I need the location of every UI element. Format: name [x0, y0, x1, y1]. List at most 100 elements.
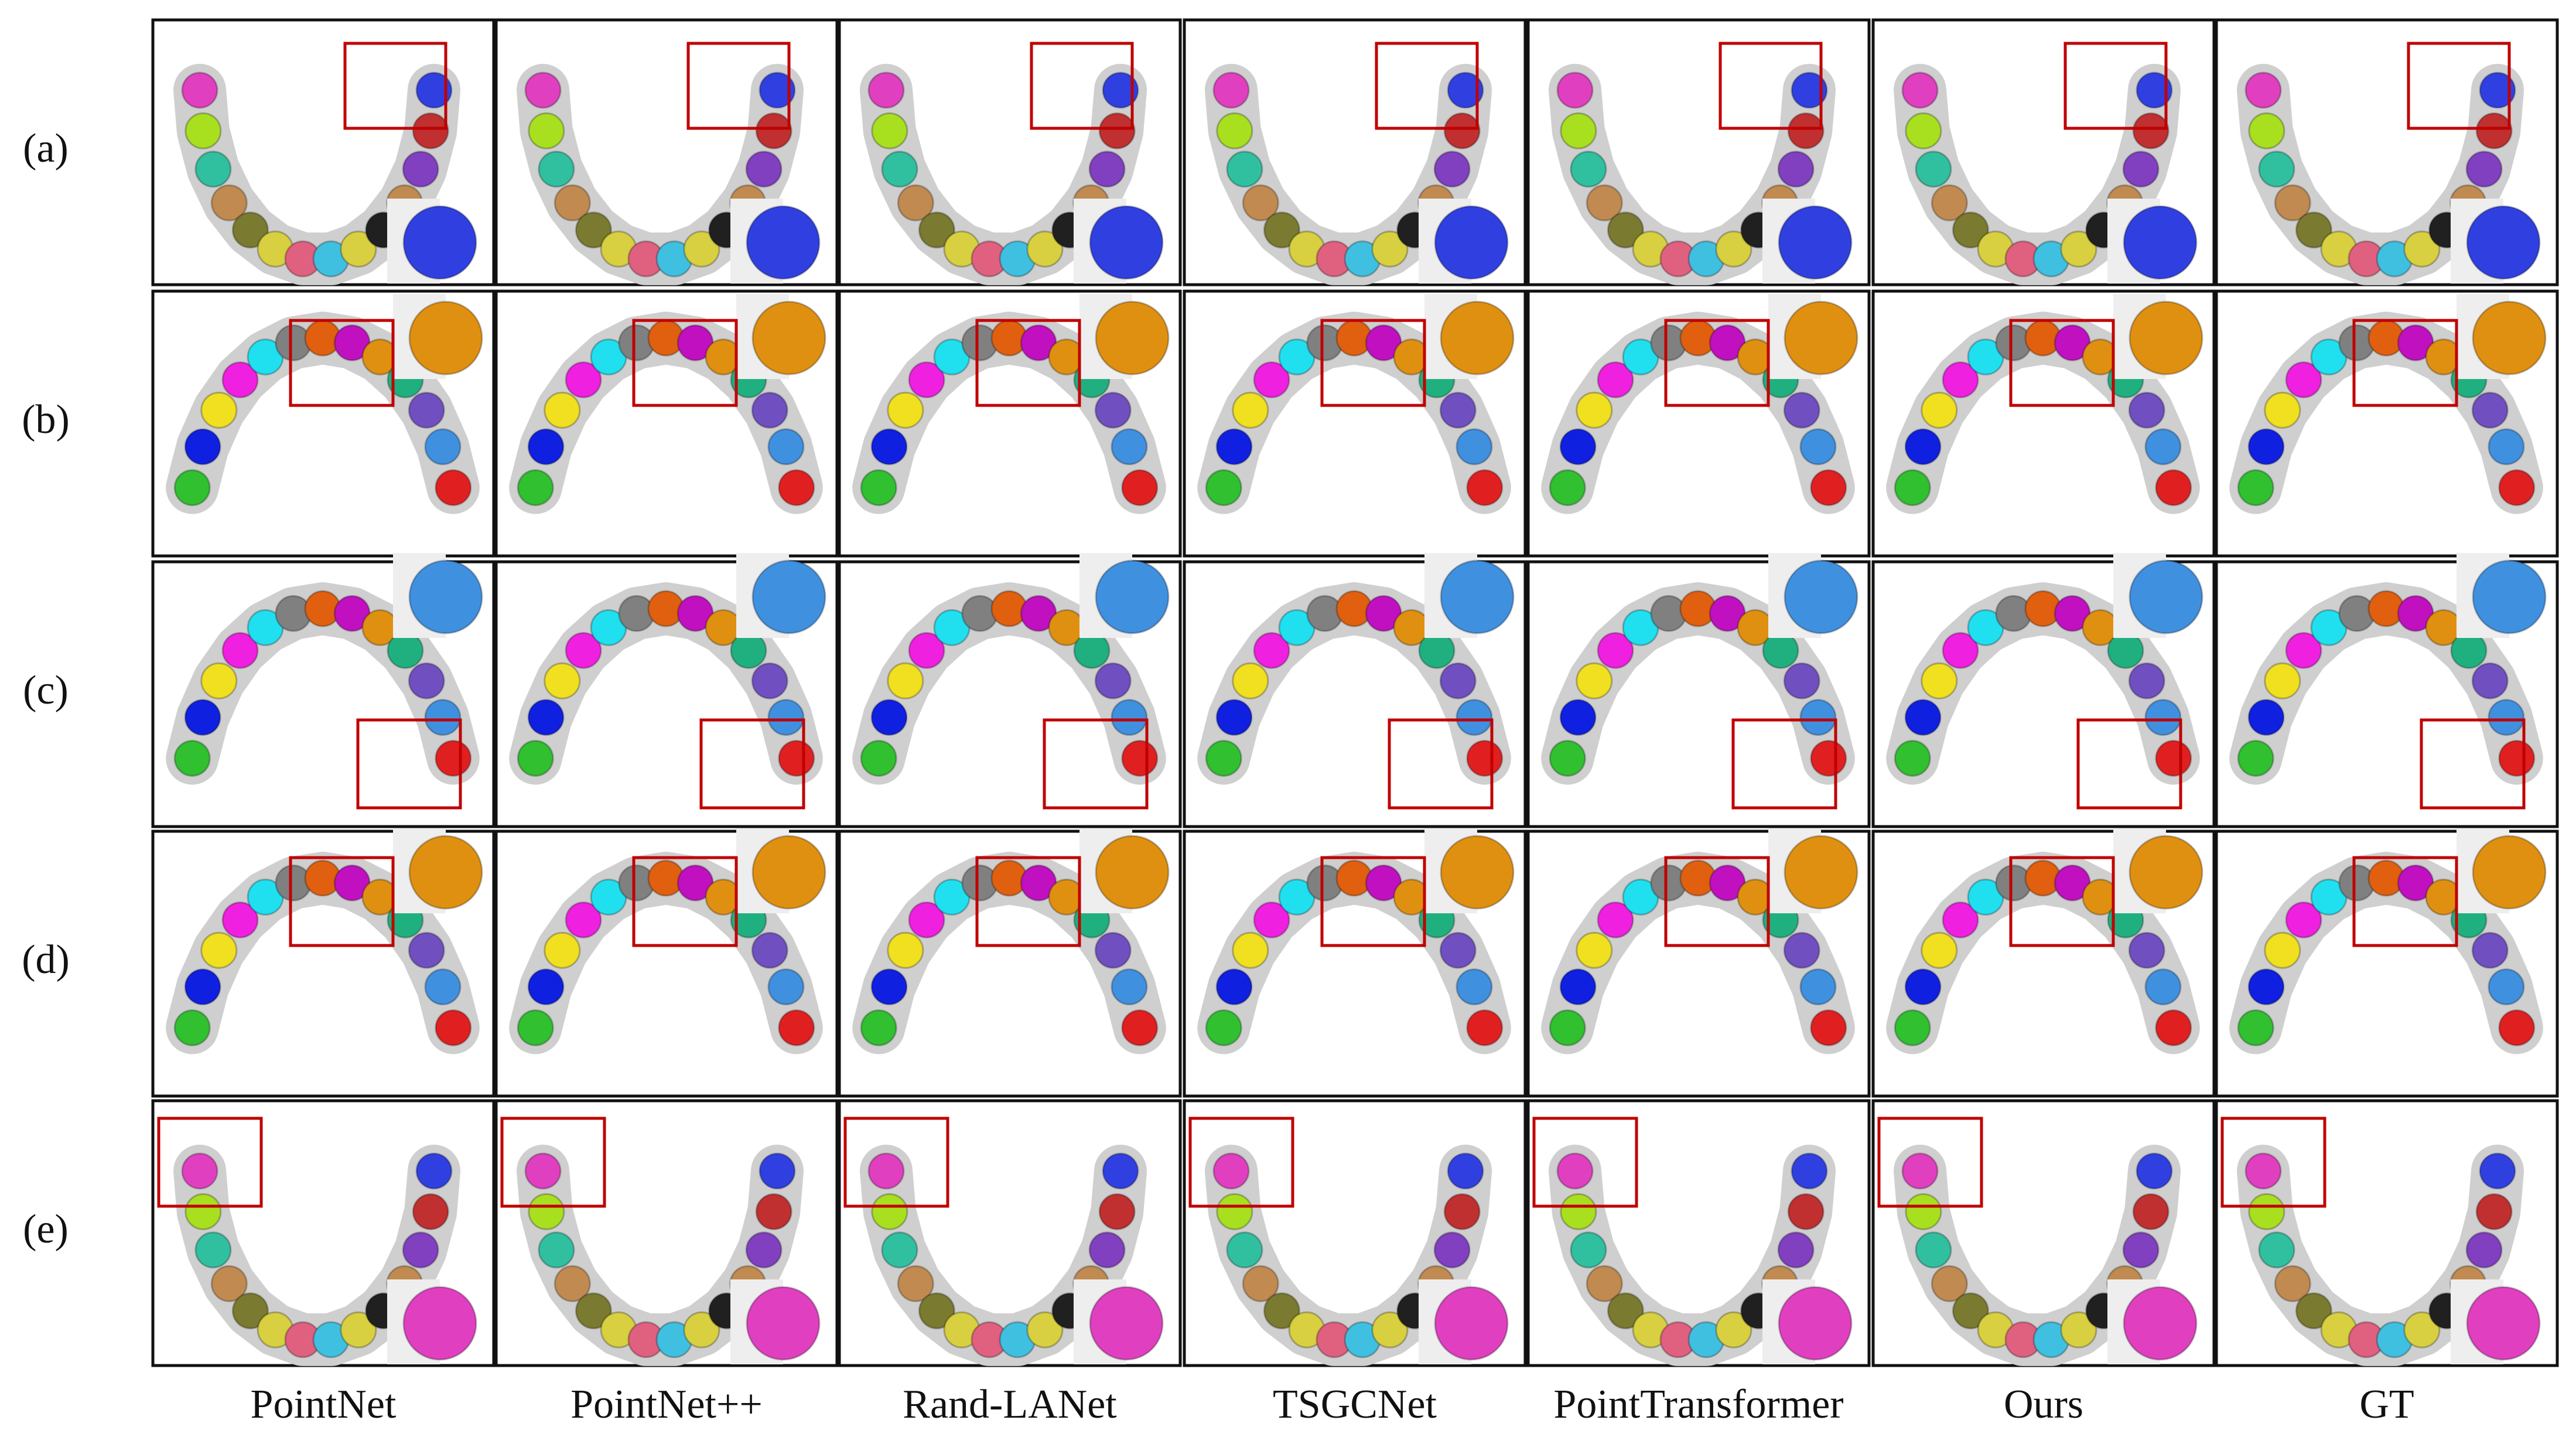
tooth: [527, 699, 565, 736]
inset-tooth: [1089, 205, 1164, 280]
row-label: (e): [23, 1207, 69, 1252]
tooth: [683, 1311, 720, 1349]
highlight-box: [632, 856, 738, 947]
tooth: [1439, 662, 1477, 699]
tooth: [185, 1193, 222, 1230]
tooth: [2475, 112, 2513, 149]
tooth: [1901, 1152, 1939, 1190]
tooth: [2155, 739, 2192, 777]
panel: [151, 289, 496, 558]
panel: [1526, 18, 1871, 286]
tooth: [2465, 1231, 2503, 1269]
panel: [494, 18, 839, 286]
tooth: [2155, 1009, 2192, 1046]
panel: [494, 1099, 839, 1367]
inset-tooth: [1440, 559, 1515, 634]
tooth: [2237, 469, 2274, 506]
tooth: [200, 662, 238, 699]
inset-tooth: [2466, 1286, 2541, 1361]
tooth: [554, 1265, 591, 1302]
tooth: [1212, 1152, 1250, 1190]
panel: [838, 1099, 1182, 1367]
column-label: Rand-LANet: [903, 1382, 1117, 1427]
panel: [2215, 553, 2559, 828]
tooth: [412, 112, 449, 149]
highlight-box: [1388, 718, 1494, 810]
tooth: [1447, 1152, 1484, 1190]
tooth: [918, 1292, 955, 1330]
tooth: [1026, 230, 1064, 268]
tooth: [1791, 71, 1828, 109]
tooth: [867, 71, 905, 109]
tooth: [2132, 112, 2170, 149]
tooth: [2248, 112, 2285, 149]
tooth: [2136, 71, 2173, 109]
tooth: [1570, 151, 1607, 188]
tooth: [435, 1009, 472, 1046]
tooth: [231, 1292, 269, 1330]
tooth: [402, 151, 439, 188]
highlight-box: [1877, 1117, 1983, 1208]
panel: [1183, 553, 1527, 828]
tooth: [2479, 71, 2516, 109]
inset-tooth: [746, 1286, 821, 1361]
tooth: [2136, 1152, 2173, 1190]
tooth: [1215, 428, 1253, 466]
panel: [1871, 289, 2216, 558]
highlight-box: [2407, 42, 2511, 130]
highlight-box: [1030, 42, 1134, 130]
tooth: [194, 1231, 232, 1269]
tooth: [538, 151, 575, 188]
tooth: [1931, 184, 1968, 221]
tooth: [1942, 632, 1979, 669]
tooth: [1894, 469, 1931, 506]
tooth: [1905, 112, 1942, 149]
tooth: [524, 1152, 562, 1190]
tooth: [1121, 739, 1159, 777]
tooth: [1466, 739, 1504, 777]
tooth: [1215, 968, 1253, 1006]
tooth: [2264, 662, 2301, 699]
tooth: [524, 71, 562, 109]
tooth: [2498, 739, 2536, 777]
panel: [151, 1099, 496, 1367]
inset-tooth: [2123, 205, 2198, 280]
tooth: [1777, 151, 1815, 188]
tooth: [887, 391, 924, 429]
panel: [2215, 289, 2559, 558]
tooth: [1810, 739, 1847, 777]
tooth: [1456, 699, 1493, 736]
tooth: [871, 1193, 908, 1230]
inset-tooth: [751, 301, 826, 376]
inset-tooth: [751, 559, 826, 634]
tooth: [2295, 1292, 2332, 1330]
tooth: [415, 71, 453, 109]
tooth: [1791, 1152, 1828, 1190]
tooth: [1915, 1231, 1952, 1269]
row-label: (d): [22, 937, 70, 982]
tooth: [1443, 1193, 1481, 1230]
tooth: [1439, 391, 1477, 429]
tooth: [544, 391, 581, 429]
inset-tooth: [2123, 1286, 2198, 1361]
tooth: [1371, 230, 1409, 268]
tooth: [1931, 1265, 1968, 1302]
inset-tooth: [746, 205, 821, 280]
tooth: [1094, 931, 1132, 969]
column-label: Ours: [2004, 1382, 2083, 1427]
tooth: [210, 1265, 248, 1302]
panel: [1183, 289, 1527, 558]
inset-tooth: [408, 301, 483, 376]
tooth: [2128, 931, 2165, 969]
tooth: [2488, 968, 2525, 1006]
tooth: [544, 662, 581, 699]
tooth: [1094, 391, 1132, 429]
panel: [1183, 828, 1527, 1098]
tooth: [1098, 112, 1136, 149]
panel: [1871, 828, 2216, 1098]
tooth: [1787, 1193, 1825, 1230]
highlight-box: [975, 856, 1081, 947]
tooth: [887, 931, 924, 969]
highlight-box: [699, 718, 805, 810]
